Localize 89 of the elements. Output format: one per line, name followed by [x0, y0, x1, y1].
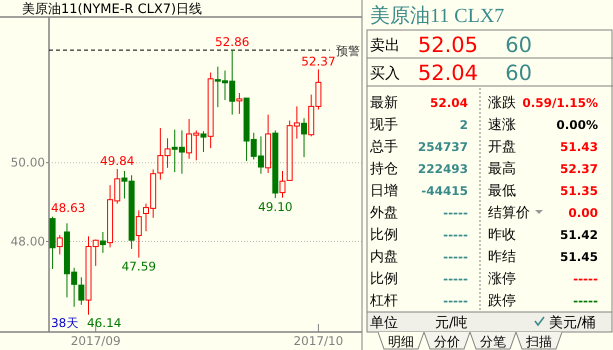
- annotation: 47.59: [122, 260, 156, 274]
- ref-label: 预警: [336, 44, 360, 58]
- text: -----: [443, 272, 468, 286]
- candlestick: [121, 170, 128, 200]
- text: 买入: [370, 64, 400, 82]
- annotation: 38天: [51, 316, 78, 330]
- text: -----: [573, 294, 598, 308]
- annotation: 46.14: [87, 316, 122, 330]
- text: -----: [573, 272, 598, 286]
- ytick: 48.00: [10, 234, 45, 248]
- text: 分价: [434, 335, 460, 350]
- text: 最低: [488, 183, 516, 199]
- candlestick: [265, 114, 272, 174]
- text: 51.45: [560, 250, 598, 264]
- text: 比例: [370, 227, 398, 243]
- text: 比例: [370, 271, 398, 287]
- text: 开盘: [488, 139, 516, 155]
- text: 内盘: [370, 249, 398, 265]
- text: 51.43: [560, 140, 598, 154]
- text: 持仓: [370, 161, 398, 177]
- text: 0.59/1.15%: [522, 96, 598, 110]
- candlestick: [200, 130, 206, 153]
- text: 254737: [418, 140, 468, 154]
- text: 日增: [370, 183, 398, 199]
- candlestick: [172, 129, 178, 173]
- candlestick: [178, 130, 185, 174]
- text: 60: [505, 61, 532, 85]
- text: 分笔: [480, 335, 506, 350]
- text: 52.37: [560, 162, 598, 176]
- candlestick: [56, 234, 63, 255]
- text: -44415: [421, 184, 468, 198]
- text: 单位: [370, 315, 398, 331]
- text: 扫描: [525, 335, 552, 350]
- text: -----: [443, 206, 468, 220]
- annotation: 52.37: [301, 54, 336, 68]
- candlestick: [208, 72, 214, 149]
- text: 51.35: [560, 184, 598, 198]
- text: 0.00%: [556, 118, 598, 132]
- annotation: 49.84: [100, 154, 134, 168]
- xtick: 2017/09: [70, 334, 121, 348]
- ytick: 50.00: [10, 156, 45, 170]
- text: 跌停: [488, 293, 516, 309]
- text: -----: [443, 228, 468, 242]
- text: 昨收: [488, 227, 516, 243]
- candlestick: [279, 170, 286, 198]
- text: 昨结: [488, 249, 516, 265]
- text: 涨停: [488, 271, 516, 287]
- annotation: 48.63: [51, 201, 86, 215]
- text: 52.05: [418, 33, 478, 57]
- candlestick: [214, 66, 221, 108]
- text: 最新: [370, 95, 398, 111]
- title: 美原油11 CLX7: [370, 5, 504, 27]
- candlestick: [86, 236, 92, 316]
- text: 美元/桶: [549, 315, 596, 331]
- text: 杠杆: [369, 293, 398, 309]
- text: 速涨: [488, 117, 516, 133]
- candlestick: [301, 118, 308, 158]
- text: 最高: [488, 161, 516, 177]
- text: 外盘: [370, 205, 398, 221]
- candlestick: [236, 92, 242, 114]
- text: 52.04: [430, 96, 468, 110]
- candlestick: [100, 231, 106, 254]
- candlestick: [294, 106, 300, 140]
- text: -----: [443, 294, 468, 308]
- text: 52.04: [418, 61, 478, 85]
- candlestick: [229, 50, 236, 116]
- text: 2: [460, 118, 468, 132]
- xtick: 2017/10: [293, 334, 344, 348]
- candlestick: [222, 70, 228, 101]
- text: 元/吨: [435, 315, 468, 331]
- text: 卖出: [370, 36, 400, 54]
- text: 总手: [369, 139, 398, 155]
- candlestick: [107, 184, 114, 248]
- candlestick: [64, 222, 70, 298]
- candlestick: [308, 94, 314, 137]
- title: 美原油11(NYME-R CLX7)日线: [22, 2, 202, 17]
- text: 51.42: [560, 228, 598, 242]
- text: 现手: [370, 117, 398, 133]
- text: 涨跌: [488, 95, 516, 111]
- text: 明细: [388, 335, 414, 350]
- candlestick: [186, 118, 192, 160]
- text: 222493: [418, 162, 468, 176]
- text: -----: [443, 250, 468, 264]
- annotation: 49.10: [258, 200, 292, 214]
- text: 结算价: [488, 205, 530, 221]
- text: 60: [505, 33, 532, 57]
- annotation: 52.86: [215, 35, 250, 50]
- text: 0.00: [568, 206, 598, 220]
- candlestick: [164, 138, 171, 168]
